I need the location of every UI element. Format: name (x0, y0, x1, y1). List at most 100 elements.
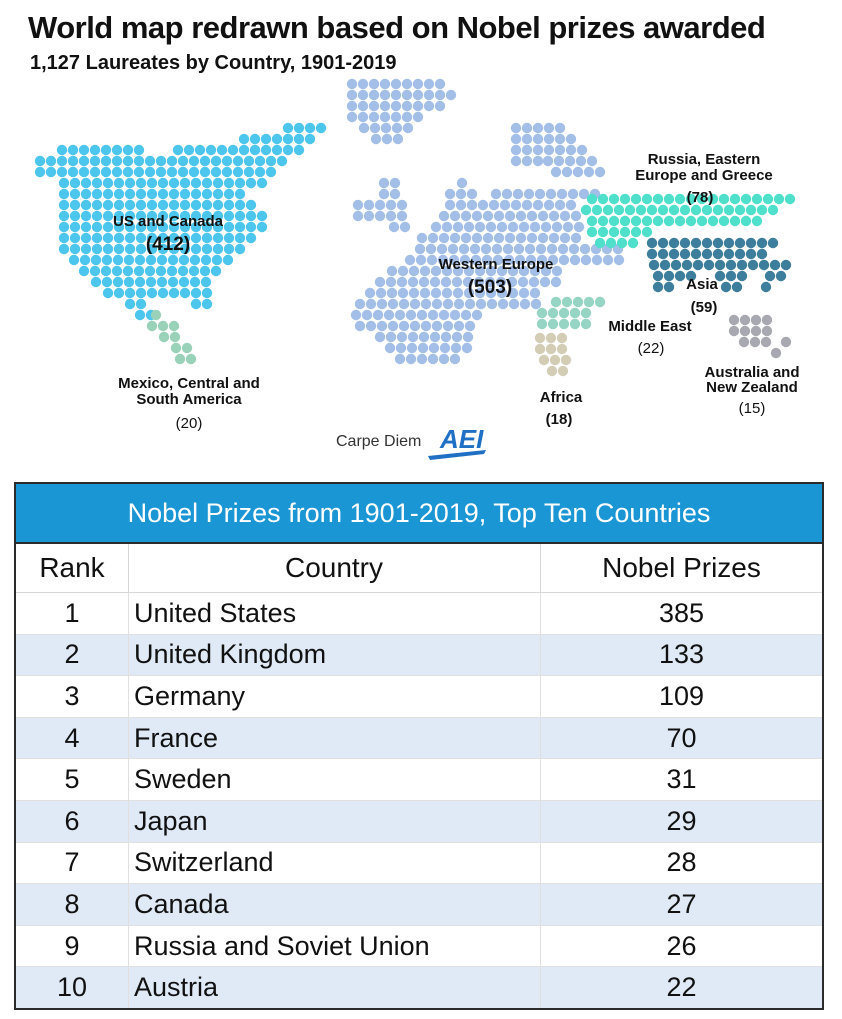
table-row: 3 Germany 109 (14, 675, 824, 718)
map-dot (701, 248, 713, 260)
map-dot (135, 210, 147, 222)
map-dot (386, 265, 398, 277)
map-dot (238, 133, 250, 145)
map-dot (485, 287, 497, 299)
map-dot (627, 237, 639, 249)
map-dot (397, 287, 409, 299)
map-dot (102, 243, 114, 255)
map-dot (521, 144, 533, 156)
map-dot (223, 188, 235, 200)
cell-country: Canada (128, 883, 541, 926)
map-dot (369, 122, 381, 134)
map-dot (155, 166, 167, 178)
table-row: 2 United Kingdom 133 (14, 633, 824, 677)
map-dot (168, 199, 180, 211)
map-dot (469, 243, 481, 255)
map-dot (504, 210, 516, 222)
map-dot (89, 265, 101, 277)
map-dot (418, 331, 430, 343)
map-dot (536, 254, 548, 266)
map-dot (401, 111, 413, 123)
map-dot (652, 281, 664, 293)
map-dot (439, 342, 451, 354)
map-dot (553, 155, 565, 167)
map-dot (641, 226, 653, 238)
map-dot (188, 155, 200, 167)
map-dot (685, 193, 697, 205)
map-dot (123, 254, 135, 266)
map-dot (408, 287, 420, 299)
map-dot (69, 232, 81, 244)
count-africa: (18) (546, 411, 573, 428)
map-dot (145, 276, 157, 288)
cell-country: Japan (128, 799, 541, 843)
map-dot (223, 199, 235, 211)
map-dot (361, 309, 373, 321)
map-dot (177, 166, 189, 178)
map-dot (430, 287, 442, 299)
cell-nobel-prizes: 133 (540, 633, 824, 677)
map-dot (663, 193, 675, 205)
map-dot (455, 188, 467, 200)
map-dot (591, 204, 603, 216)
map-dot (190, 232, 202, 244)
map-dot (112, 276, 124, 288)
map-dot (68, 254, 80, 266)
map-dot (556, 332, 568, 344)
map-dot (155, 265, 167, 277)
map-dot (767, 204, 779, 216)
table-row: 7 Switzerland 28 (14, 841, 824, 885)
map-dot (157, 287, 169, 299)
map-dot (420, 298, 432, 310)
map-dot (179, 210, 191, 222)
map-dot (358, 122, 370, 134)
map-dot (569, 254, 581, 266)
map-dot (100, 265, 112, 277)
map-dot (190, 177, 202, 189)
map-dot (701, 237, 713, 249)
map-dot (442, 298, 454, 310)
map-dot (135, 199, 147, 211)
map-dot (386, 287, 398, 299)
map-dot (554, 133, 566, 145)
map-dot (429, 276, 441, 288)
map-dot (364, 287, 376, 299)
map-dot (205, 144, 217, 156)
map-dot (780, 336, 792, 348)
map-dot (635, 204, 647, 216)
map-dot (597, 193, 609, 205)
map-dot (111, 166, 123, 178)
map-dot (510, 133, 522, 145)
map-dot (749, 336, 761, 348)
map-dot (463, 265, 475, 277)
map-dot (405, 309, 417, 321)
map-dot (663, 281, 675, 293)
map-dot (389, 177, 401, 189)
map-dot (583, 166, 595, 178)
map-dot (452, 265, 464, 277)
map-dot (379, 111, 391, 123)
map-dot (452, 287, 464, 299)
map-dot (391, 122, 403, 134)
map-dot (199, 166, 211, 178)
map-dot (146, 287, 158, 299)
map-dot (554, 122, 566, 134)
map-dot (249, 133, 261, 145)
map-dot (723, 237, 735, 249)
map-dot (157, 199, 169, 211)
map-dot (155, 155, 167, 167)
map-dot (425, 243, 437, 255)
map-dot (168, 232, 180, 244)
map-dot (764, 270, 776, 282)
count-russia: (78) (687, 189, 714, 206)
map-dot (602, 204, 614, 216)
cell-nobel-prizes: 385 (540, 592, 824, 635)
map-dot (455, 199, 467, 211)
map-dot (751, 215, 763, 227)
map-dot (416, 309, 428, 321)
map-dot (256, 221, 268, 233)
map-dot (580, 307, 592, 319)
map-dot (723, 248, 735, 260)
map-dot (558, 254, 570, 266)
map-dot (368, 89, 380, 101)
